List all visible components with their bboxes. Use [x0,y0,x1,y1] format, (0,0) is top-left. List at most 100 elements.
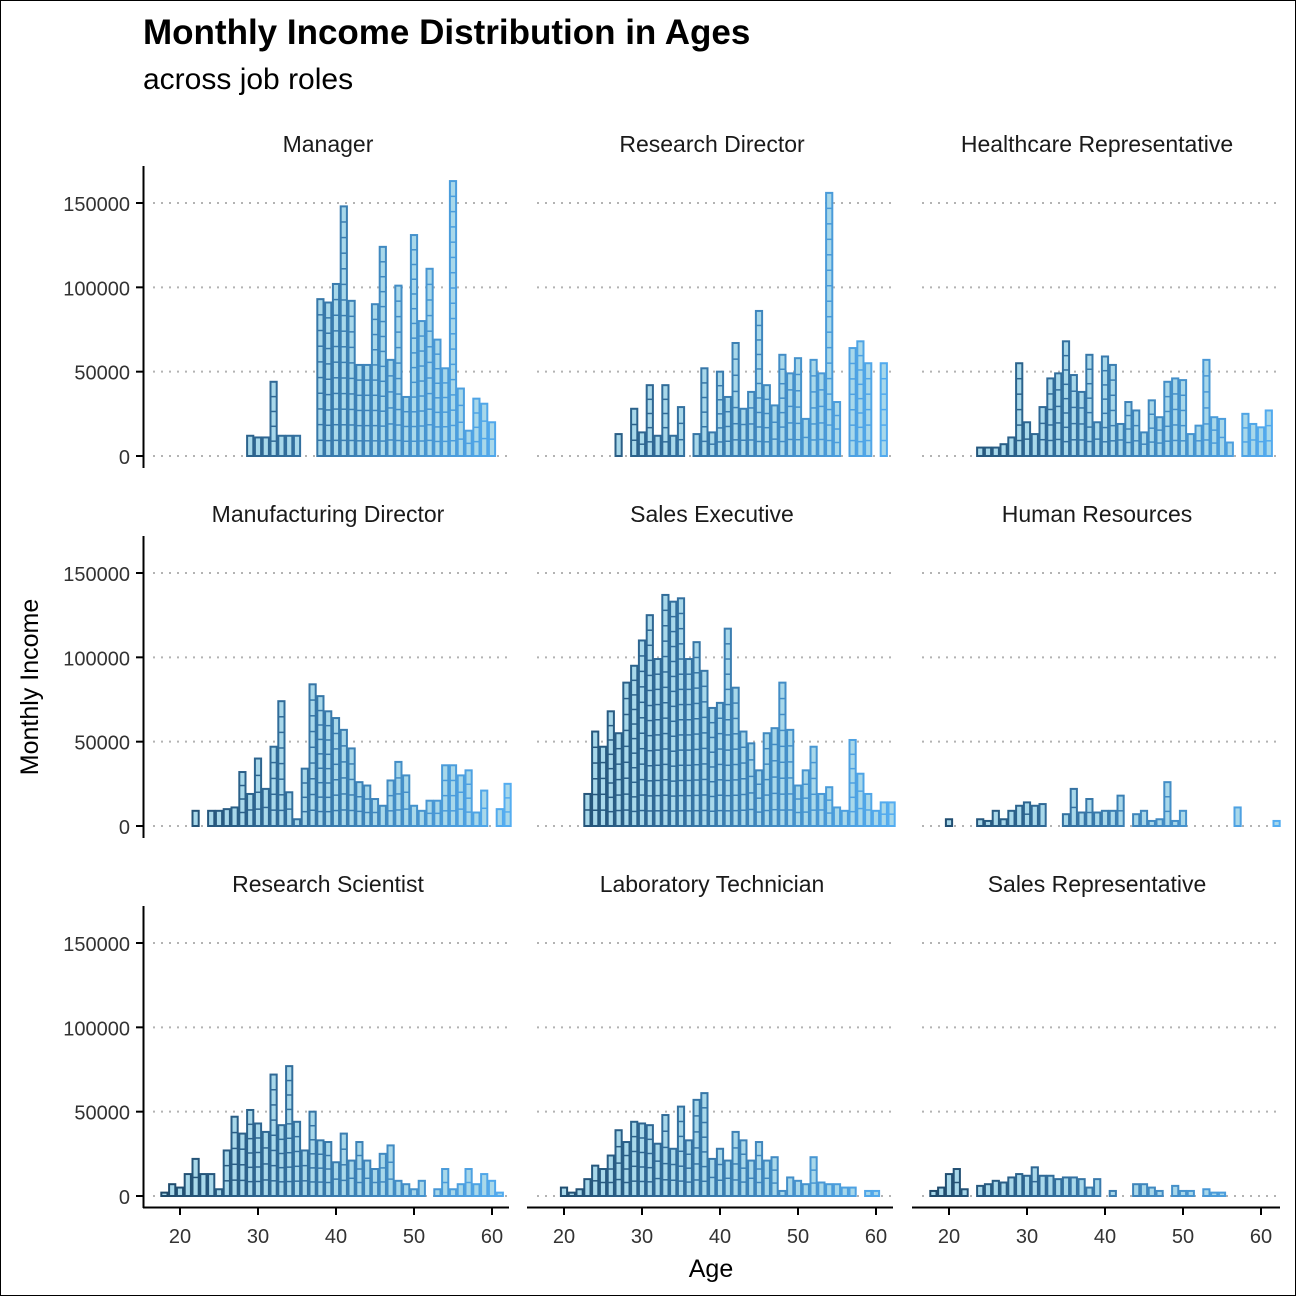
bar [1077,811,1086,827]
bar [253,1122,263,1198]
bar [991,1179,1000,1197]
bar [1272,819,1281,828]
bar [1046,1174,1055,1198]
bar [684,658,693,828]
bar [1038,1174,1047,1198]
bar [1210,416,1219,457]
bar [661,384,670,457]
bar [583,1178,592,1197]
bar [1069,1176,1078,1197]
x-tick-label: 60 [481,1226,503,1248]
bar [1233,806,1242,827]
bar [832,1183,842,1198]
bar [669,434,678,458]
bar [168,1183,177,1198]
bar [1171,377,1180,457]
bar [669,1147,678,1197]
bar [1147,1186,1156,1197]
bar [1007,1176,1016,1197]
bar [1108,1189,1117,1197]
bar [871,809,881,828]
bar [999,818,1008,828]
bar [739,407,748,458]
bar [661,1114,670,1198]
bar [246,434,255,458]
bar [817,372,826,457]
x-tick-label: 30 [631,1226,653,1248]
bar [1061,813,1071,828]
bar [480,1173,489,1198]
bar [653,434,662,458]
bar [637,1122,647,1198]
facet-label: Manager [283,131,374,157]
bar [1241,412,1250,458]
bar [175,1186,185,1197]
bar [944,818,954,828]
bar [1217,1191,1227,1198]
y-tick-label: 150000 [63,934,130,956]
y-tick-label: 50000 [74,733,130,755]
x-tick-label: 60 [865,1226,887,1248]
bar [661,593,670,828]
bar [160,1191,169,1198]
y-axis-title: Monthly Income [16,599,44,775]
bar [1015,804,1024,828]
bar [676,406,686,458]
bar [230,1115,239,1198]
bar [1054,372,1063,457]
bar [394,1179,403,1197]
bar [840,1186,849,1197]
bar [199,1173,208,1198]
bar [191,809,200,828]
bar [937,1186,946,1197]
bar [292,434,302,458]
bar [1093,1178,1102,1197]
bar [731,341,740,458]
bar [1054,1178,1063,1197]
bar [809,1156,818,1197]
bar [1139,1183,1149,1198]
bar [825,191,834,457]
y-tick-label: 150000 [63,194,130,216]
bar [1264,409,1273,457]
bar [456,774,465,828]
x-tick-label: 50 [403,1226,425,1248]
bar [848,347,857,458]
bar [778,681,787,828]
chart-title: Monthly Income Distribution in Ages [143,13,751,52]
x-tick-label: 50 [1172,1226,1194,1248]
bar [253,436,263,457]
bar [762,384,771,457]
bar [417,320,426,458]
bar [645,1124,654,1198]
bar [723,627,732,827]
y-tick-label: 100000 [63,278,130,300]
bar [1108,809,1117,828]
bar [832,806,842,827]
bar [747,742,756,827]
bar [1202,1188,1211,1197]
bar [630,407,639,458]
bar [630,1120,639,1197]
bar [292,818,302,828]
bar [480,402,489,458]
bar [394,284,403,457]
bar [1178,809,1188,828]
bar [207,1173,216,1198]
bar [1100,809,1110,828]
bar [598,745,608,828]
bar [277,1124,286,1198]
x-axis-title: Age [689,1255,733,1283]
bar [1015,1173,1024,1198]
bar [214,809,224,828]
bar [495,1191,504,1198]
bar [976,1184,985,1198]
bar [402,774,411,828]
bar [1147,819,1156,828]
bar [472,811,481,827]
bar [355,781,364,827]
bar [1085,1186,1094,1197]
bar [1132,1183,1141,1198]
